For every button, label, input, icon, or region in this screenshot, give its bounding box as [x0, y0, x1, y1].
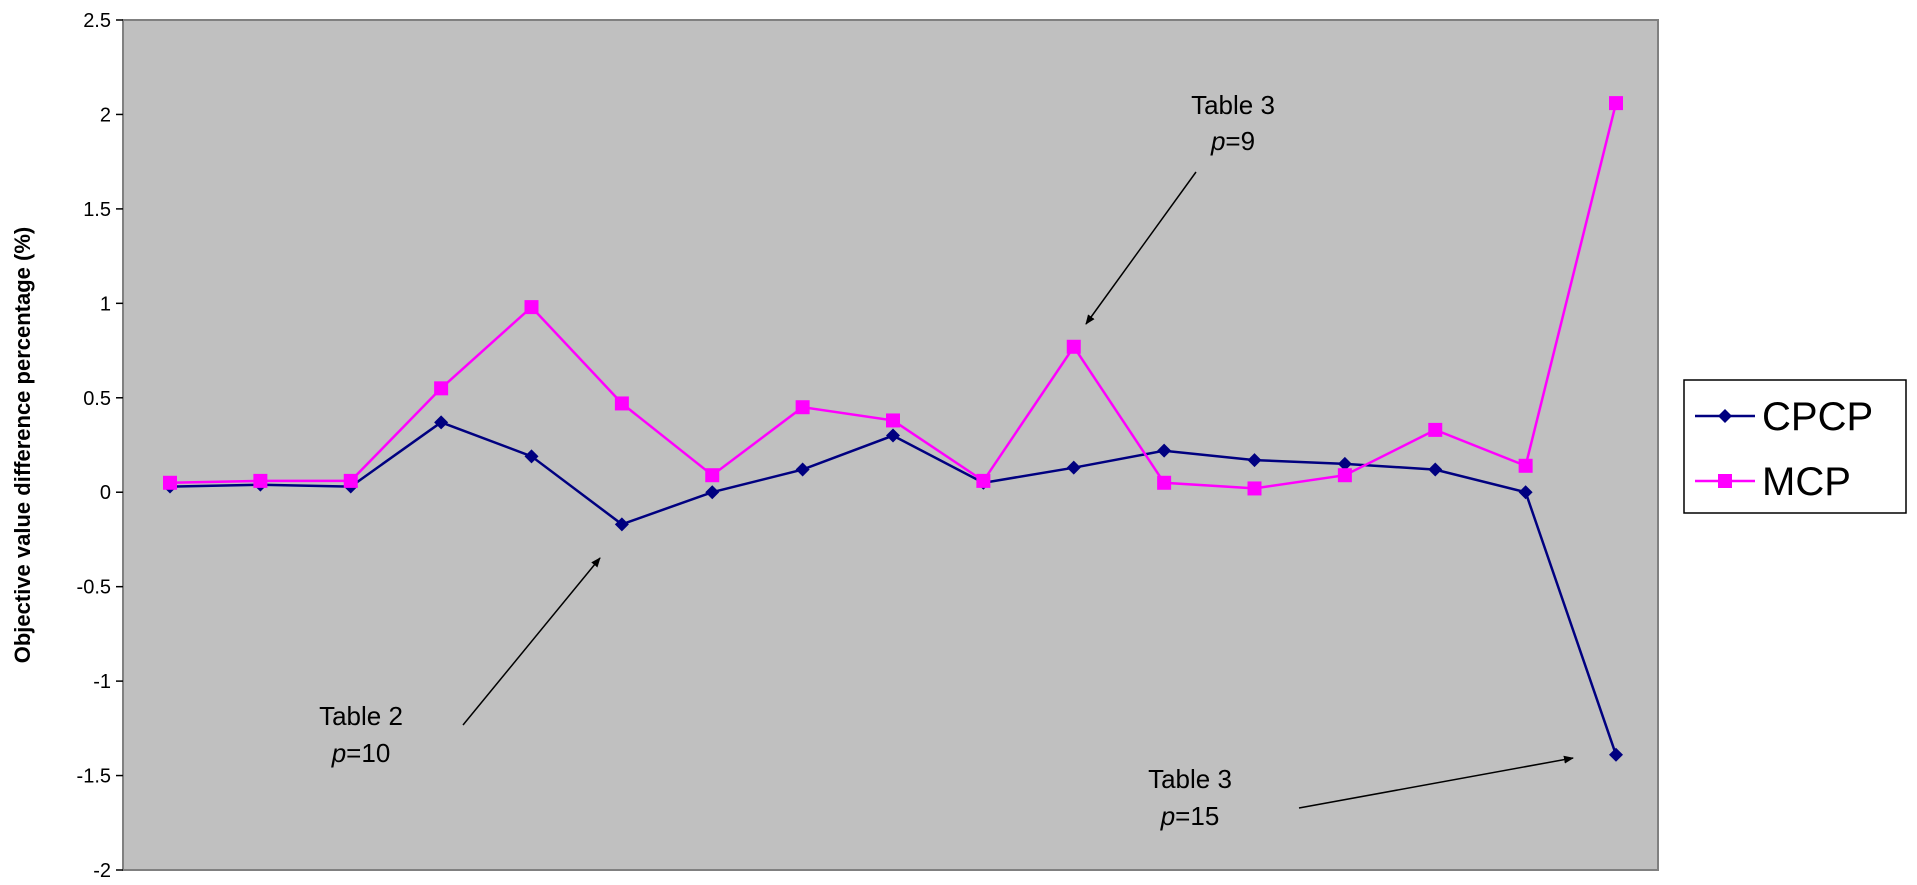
annotation-param: p=10: [331, 738, 391, 768]
annotation-arrow: [1085, 171, 1197, 325]
plot-area: [122, 19, 1659, 871]
data-point-mcp: [614, 396, 629, 411]
data-point-mcp: [1157, 475, 1172, 490]
data-point-mcp: [1247, 481, 1262, 496]
annotation-table3-p15: Table 3 p=15: [1148, 755, 1574, 831]
annotation-arrow: [462, 557, 601, 726]
data-point-cpcp: [1157, 443, 1172, 458]
annotation-param: p=9: [1210, 126, 1255, 156]
y-tick-label: -2: [93, 860, 111, 882]
legend-item-mcp: MCP: [1695, 460, 1851, 504]
data-point-mcp: [795, 400, 810, 415]
annotation-param: p=15: [1160, 801, 1220, 831]
data-point-mcp: [1428, 422, 1443, 437]
data-point-cpcp: [886, 428, 900, 443]
data-point-mcp: [524, 300, 539, 315]
data-point-mcp: [253, 473, 268, 488]
y-axis-label: Objective value difference percentage (%…: [10, 227, 35, 664]
data-point-cpcp: [524, 449, 539, 464]
annotation-title: Table 3: [1191, 90, 1275, 120]
y-tick-label: -0.5: [77, 577, 111, 599]
legend: CPCP MCP: [1683, 379, 1907, 514]
legend-diamond-marker: [1718, 409, 1732, 423]
annotation-arrow: [1298, 755, 1574, 809]
data-point-cpcp: [1066, 460, 1081, 475]
data-point-cpcp: [795, 462, 810, 477]
y-tick-label: -1: [93, 671, 111, 693]
data-point-mcp: [1609, 96, 1623, 111]
y-tick-label: 2.5: [83, 10, 111, 32]
data-point-mcp: [1518, 458, 1533, 473]
y-tick-label: -1.5: [77, 766, 111, 788]
y-tick-label: 2: [100, 104, 111, 126]
annotation-title: Table 3: [1148, 764, 1232, 794]
data-point-mcp: [1337, 468, 1352, 483]
data-point-cpcp: [1337, 456, 1352, 471]
annotation-table3-p9: Table 3 p=9: [1085, 90, 1275, 325]
data-point-mcp: [976, 473, 991, 488]
data-point-mcp: [705, 468, 720, 483]
y-tick-label: 0.5: [83, 388, 111, 410]
data-point-mcp: [886, 413, 900, 428]
y-tick-label: 1.5: [83, 199, 111, 221]
series-layer: [163, 96, 1623, 762]
y-axis: 2.5 2 1.5 1 0.5 0 -0.5 -1 -1.5 -2: [77, 10, 123, 882]
data-point-mcp: [163, 475, 177, 490]
legend-label-mcp: MCP: [1762, 460, 1851, 504]
legend-square-marker: [1718, 474, 1732, 488]
data-point-mcp: [434, 381, 449, 396]
y-tick-label: 0: [100, 482, 111, 504]
y-tick-label: 1: [100, 293, 111, 315]
data-point-mcp: [1066, 339, 1081, 354]
legend-box: [1683, 379, 1907, 514]
data-point-cpcp: [614, 517, 629, 532]
data-point-cpcp: [705, 485, 720, 500]
data-point-cpcp: [1247, 453, 1262, 468]
data-point-mcp: [343, 473, 358, 488]
legend-label-cpcp: CPCP: [1762, 395, 1873, 439]
data-point-cpcp: [1609, 747, 1623, 762]
annotation-title: Table 2: [319, 701, 403, 731]
legend-item-cpcp: CPCP: [1695, 395, 1873, 439]
annotation-table2-p10: Table 2 p=10: [319, 557, 601, 768]
data-point-cpcp: [1518, 485, 1533, 500]
data-point-cpcp: [1428, 462, 1443, 477]
data-point-cpcp: [434, 415, 449, 430]
